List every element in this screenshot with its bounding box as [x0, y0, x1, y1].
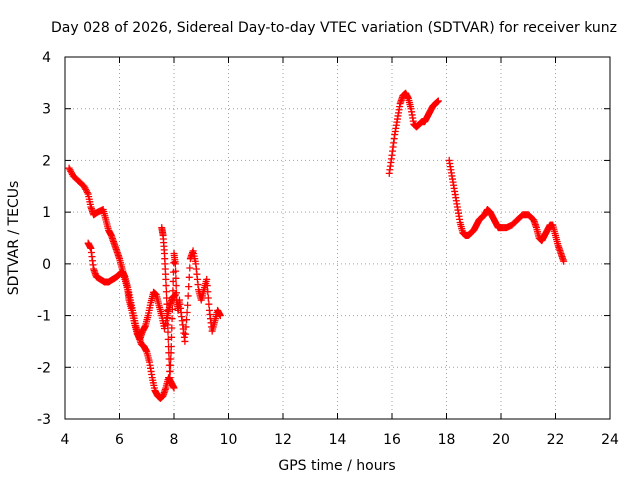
data-point	[172, 282, 180, 290]
data-point	[168, 315, 176, 323]
data-point	[167, 343, 175, 351]
data-point	[166, 361, 174, 369]
data-point	[83, 187, 91, 195]
data-point	[68, 169, 76, 177]
data-point	[162, 275, 170, 283]
data-point	[167, 349, 175, 357]
data-point	[168, 324, 176, 332]
data-point	[164, 321, 172, 329]
data-point	[172, 274, 180, 282]
x-tick-label: 10	[220, 432, 238, 448]
data-point	[204, 294, 212, 302]
data-point	[216, 312, 224, 320]
data-point	[81, 184, 89, 192]
data-point	[162, 282, 170, 290]
data-point	[184, 301, 192, 309]
x-tick-label: 8	[170, 432, 179, 448]
x-tick-label: 12	[274, 432, 292, 448]
y-tick-label: 0	[42, 257, 51, 273]
data-point	[170, 259, 178, 267]
data-point	[163, 300, 171, 308]
data-point	[182, 323, 190, 331]
data-point	[203, 275, 211, 283]
data-point	[171, 260, 179, 268]
data-point	[163, 294, 171, 302]
data-point	[164, 328, 172, 336]
data-point	[170, 384, 178, 392]
x-tick-label: 22	[547, 432, 565, 448]
data-point	[183, 308, 191, 316]
plot-frame	[64, 56, 611, 420]
data-point	[83, 188, 91, 196]
data-point	[205, 300, 213, 308]
chart-title: Day 028 of 2026, Sidereal Day-to-day VTE…	[51, 20, 617, 36]
data-point	[167, 355, 175, 363]
data-point	[66, 166, 74, 174]
data-point	[82, 185, 90, 193]
data-point	[186, 264, 194, 272]
data-point	[162, 288, 170, 296]
data-point	[65, 164, 73, 172]
data-point	[204, 288, 212, 296]
data-point	[183, 316, 191, 324]
data-point	[163, 306, 171, 314]
data-point	[172, 289, 180, 297]
data-point	[181, 337, 189, 345]
data-point	[166, 367, 174, 375]
y-tick-label: -1	[37, 309, 51, 325]
data-point	[434, 97, 442, 105]
y-axis-label: SDTVAR / TECUs	[6, 181, 22, 296]
data-point	[169, 287, 177, 295]
data-point	[184, 292, 192, 300]
x-tick-label: 20	[492, 432, 510, 448]
data-point	[168, 305, 176, 313]
data-point	[67, 167, 75, 175]
data-point	[560, 257, 568, 265]
x-tick-label: 16	[383, 432, 401, 448]
y-tick-label: -2	[37, 360, 51, 376]
data-markers	[65, 89, 568, 402]
data-point	[172, 267, 180, 275]
y-tick-label: 2	[42, 153, 51, 169]
data-point	[185, 273, 193, 281]
x-tick-label: 6	[115, 432, 124, 448]
data-point	[168, 333, 176, 341]
x-tick-label: 4	[61, 432, 70, 448]
data-point	[80, 182, 88, 190]
x-axis-label: GPS time / hours	[278, 458, 395, 474]
x-tick-label: 18	[438, 432, 456, 448]
data-point	[166, 374, 174, 382]
y-tick-label: 1	[42, 205, 51, 221]
y-tick-label: 3	[42, 102, 51, 118]
y-tick-label: -3	[37, 412, 51, 428]
data-point	[185, 283, 193, 291]
y-tick-label: 4	[42, 50, 51, 66]
x-tick-label: 24	[601, 432, 619, 448]
data-point	[163, 314, 171, 322]
grid-lines	[65, 57, 610, 419]
data-point	[181, 330, 189, 338]
data-point	[203, 282, 211, 290]
x-tick-label: 14	[329, 432, 347, 448]
